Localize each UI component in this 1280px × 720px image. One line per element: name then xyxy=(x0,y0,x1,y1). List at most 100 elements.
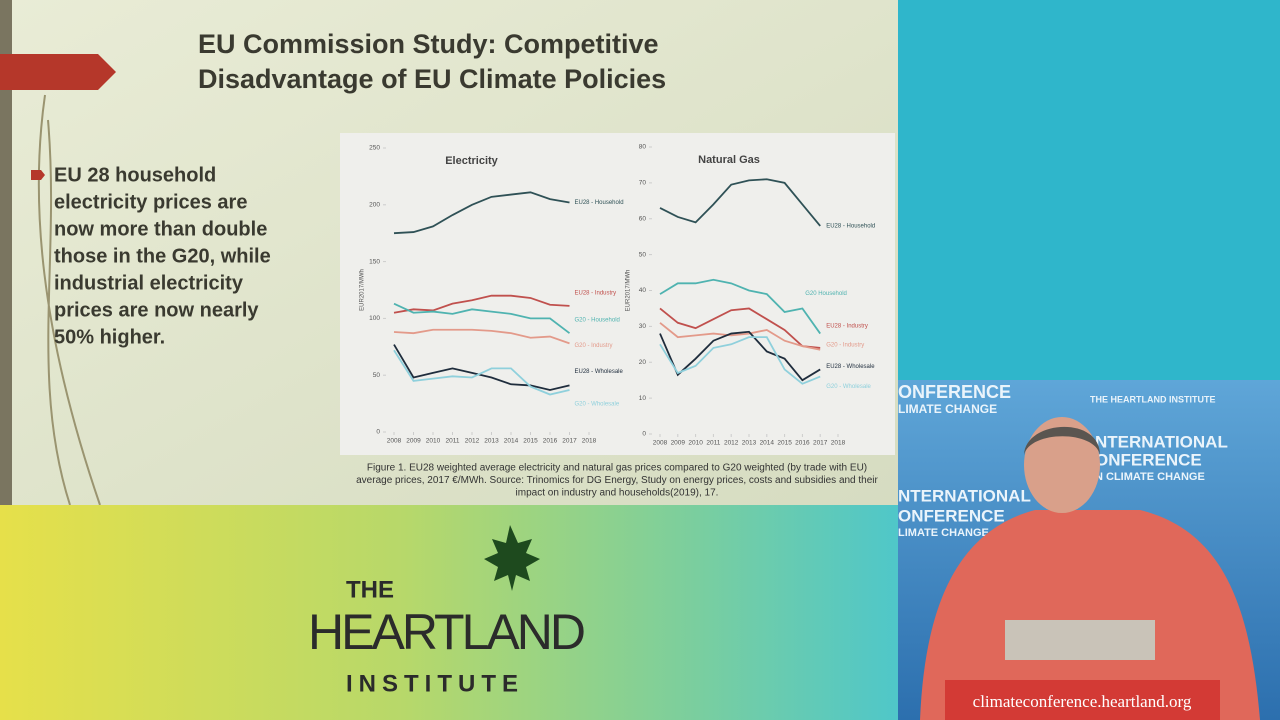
caption-line: Figure 1. EU28 weighted average electric… xyxy=(367,463,867,474)
y-tick-label: 60 xyxy=(639,215,647,222)
bullet-line: those in the G20, while xyxy=(54,245,271,267)
y-axis-label: EUR2017/MWh xyxy=(360,269,366,311)
x-tick-label: 2010 xyxy=(426,438,441,445)
x-tick-label: 2008 xyxy=(387,438,402,445)
x-tick-label: 2009 xyxy=(671,440,686,447)
series-line xyxy=(659,278,821,335)
decor-lines xyxy=(37,94,101,506)
y-tick-label: 150 xyxy=(369,258,380,265)
x-tick-label: 2016 xyxy=(543,438,558,445)
y-tick-label: 200 xyxy=(369,202,380,209)
chart-title: Natural Gas xyxy=(698,154,760,166)
series-label: G20 - Wholesale xyxy=(575,402,620,408)
backdrop-word: ONFERENCE xyxy=(1095,450,1202,469)
speaker-head xyxy=(1024,417,1100,513)
x-tick-label: 2011 xyxy=(446,438,460,445)
chart: Natural Gas EUR2017/MWh 0 10 20 30 40 50 60 70 80 2… xyxy=(626,144,876,447)
logo-text: INSTITUTE xyxy=(346,670,524,697)
logo-text: HEARTLAND xyxy=(308,604,586,660)
podium-top xyxy=(1005,620,1155,660)
logo-text: THE xyxy=(346,576,394,603)
slide-title: EU Commission Study: Competitive xyxy=(198,29,659,59)
x-tick-label: 2015 xyxy=(777,440,792,447)
series-line xyxy=(393,328,570,345)
series-line xyxy=(393,191,570,235)
x-tick-label: 2011 xyxy=(706,440,720,447)
series-line xyxy=(659,307,821,349)
x-tick-label: 2012 xyxy=(724,440,739,447)
x-tick-label: 2013 xyxy=(742,440,757,447)
series-label: EU28 - Industry xyxy=(575,290,617,296)
bullet-line: 50% higher. xyxy=(54,326,165,348)
y-tick-label: 70 xyxy=(639,180,647,187)
y-tick-label: 250 xyxy=(369,145,380,152)
y-tick-label: 10 xyxy=(639,395,647,402)
series-line xyxy=(659,336,821,385)
bullet-line: prices are now nearly xyxy=(54,299,259,321)
x-tick-label: 2010 xyxy=(688,440,703,447)
backdrop-word: LIMATE CHANGE xyxy=(898,527,989,539)
series-label: G20 - Industry xyxy=(826,342,864,348)
x-tick-label: 2017 xyxy=(813,440,828,447)
backdrop-word: LIMATE CHANGE xyxy=(898,402,997,416)
y-tick-label: 50 xyxy=(639,251,647,258)
backdrop-word: N CLIMATE CHANGE xyxy=(1095,471,1205,483)
x-tick-label: 2016 xyxy=(795,440,810,447)
series-line xyxy=(659,178,821,227)
backdrop-word: THE HEARTLAND INSTITUTE xyxy=(1090,394,1216,404)
x-tick-label: 2008 xyxy=(653,440,668,447)
bullet-line: EU 28 household xyxy=(54,164,216,186)
y-tick-label: 50 xyxy=(373,372,381,379)
y-axis-label: EUR2017/MWh xyxy=(626,270,632,312)
speaker-sweater xyxy=(920,510,1260,720)
podium-banner xyxy=(945,680,1220,720)
series-line xyxy=(393,302,571,334)
bullet-line: now more than double xyxy=(54,218,267,240)
x-tick-label: 2014 xyxy=(760,440,775,447)
chart: Electricity EUR2017/MWh 0 50 100 150 200 250 200… xyxy=(360,145,624,445)
caption: Figure 1. EU28 weighted average electric… xyxy=(356,463,878,499)
x-tick-label: 2018 xyxy=(831,440,846,447)
backdrop-word: ONFERENCE xyxy=(898,382,1011,402)
x-tick-label: 2013 xyxy=(484,438,499,445)
series-label: G20 - Household xyxy=(575,318,620,324)
series-label: G20 Household xyxy=(805,291,847,297)
series-line xyxy=(393,349,570,396)
x-tick-label: 2014 xyxy=(504,438,519,445)
y-tick-label: 0 xyxy=(642,431,646,438)
series-line xyxy=(393,294,570,314)
series-label: EU28 - Household xyxy=(826,224,875,230)
bullet-marker xyxy=(31,170,45,180)
series-line xyxy=(659,330,821,382)
slide-title: Disadvantage of EU Climate Policies xyxy=(198,64,666,94)
y-tick-label: 100 xyxy=(369,315,380,322)
slide-bar xyxy=(0,0,12,505)
y-tick-label: 80 xyxy=(639,144,647,151)
series-label: EU28 - Industry xyxy=(826,323,868,329)
x-tick-label: 2012 xyxy=(465,438,480,445)
bullet-line: industrial electricity xyxy=(54,272,244,294)
bottom-band xyxy=(0,505,898,720)
caption-line: impact on industry and households(2019),… xyxy=(516,488,719,499)
video-bg xyxy=(898,0,1280,380)
x-tick-label: 2018 xyxy=(582,438,597,445)
bullet-line: electricity prices are xyxy=(54,191,247,213)
backdrop-word: NTERNATIONAL xyxy=(898,486,1031,505)
bullet-text: EU 28 household electricity prices are now… xyxy=(54,164,271,348)
figure-bg xyxy=(340,133,895,455)
y-tick-label: 0 xyxy=(376,429,380,436)
series-label: EU28 - Wholesale xyxy=(575,369,624,375)
x-tick-label: 2017 xyxy=(562,438,577,445)
speaker-hair xyxy=(1024,426,1100,455)
logo-leaf xyxy=(484,525,540,591)
x-tick-label: 2009 xyxy=(406,438,421,445)
x-tick-label: 2015 xyxy=(523,438,538,445)
backdrop-word: NTERNATIONAL xyxy=(1095,432,1228,451)
series-label: EU28 - Household xyxy=(575,200,624,206)
series-label: G20 - Wholesale xyxy=(826,384,871,390)
y-tick-label: 40 xyxy=(639,287,647,294)
caption-line: average prices, 2017 €/MWh. Source: Trin… xyxy=(356,475,878,486)
y-tick-label: 20 xyxy=(639,359,647,366)
